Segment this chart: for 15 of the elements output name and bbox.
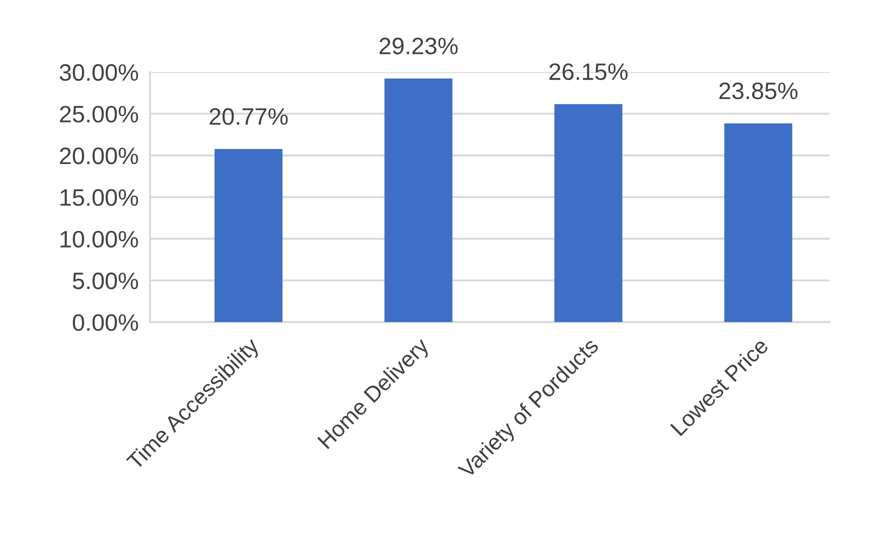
y-tick-label: 5.00%	[72, 272, 138, 290]
data-label: 23.85%	[719, 82, 798, 100]
bar	[724, 123, 792, 322]
y-tick-label: 0.00%	[72, 314, 138, 331]
y-tick-label: 15.00%	[60, 189, 138, 206]
y-tick-label: 30.00%	[60, 64, 138, 81]
bar	[214, 149, 283, 322]
data-label: 20.77%	[210, 108, 288, 125]
y-tick-label: 20.00%	[60, 147, 138, 164]
bar	[384, 78, 452, 322]
data-label: 26.15%	[550, 63, 628, 80]
y-tick-label: 10.00%	[60, 230, 138, 248]
data-label: 29.23%	[380, 38, 458, 54]
y-tick-label: 25.00%	[60, 106, 138, 123]
bar	[554, 104, 622, 322]
